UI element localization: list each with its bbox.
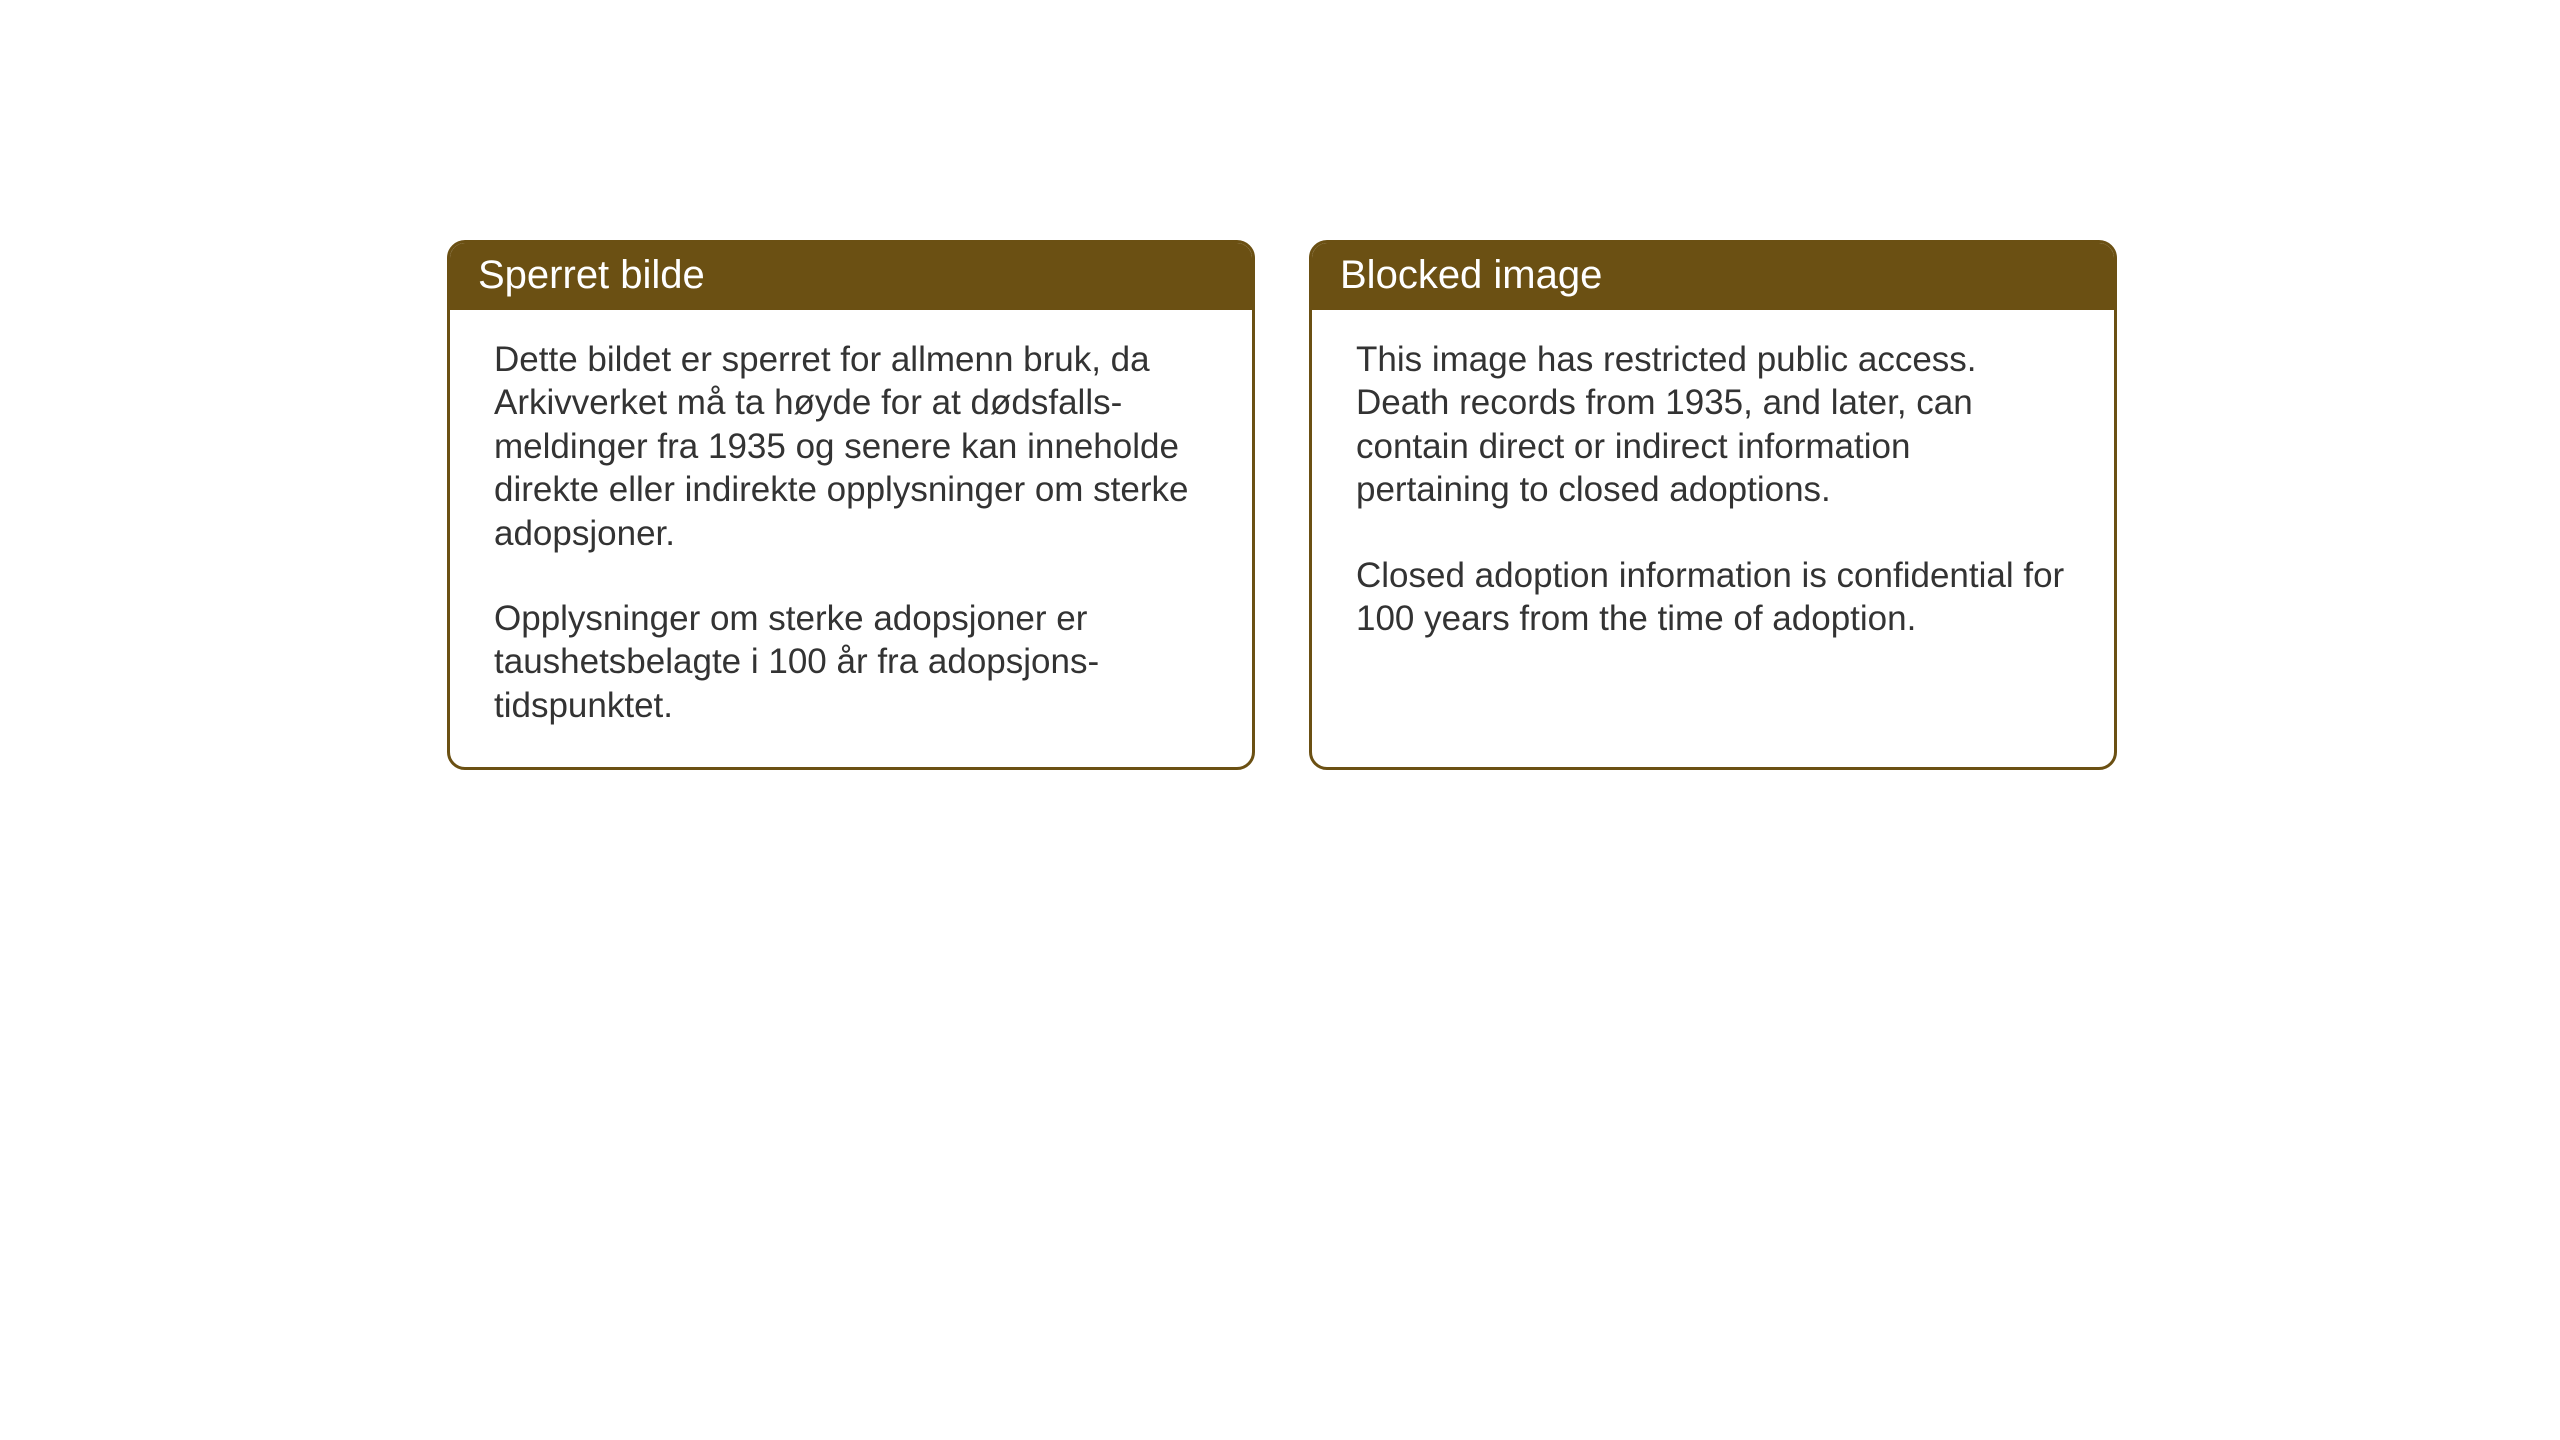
notice-header-norwegian: Sperret bilde <box>450 243 1252 310</box>
notice-body-norwegian: Dette bildet er sperret for allmenn bruk… <box>450 310 1252 767</box>
notice-paragraph: Opplysninger om sterke adopsjoner er tau… <box>494 597 1208 727</box>
notice-body-english: This image has restricted public access.… <box>1312 310 2114 680</box>
notice-paragraph: This image has restricted public access.… <box>1356 338 2070 512</box>
notice-paragraph: Dette bildet er sperret for allmenn bruk… <box>494 338 1208 555</box>
notice-card-english: Blocked image This image has restricted … <box>1309 240 2117 770</box>
notice-container: Sperret bilde Dette bildet er sperret fo… <box>447 240 2117 770</box>
notice-card-norwegian: Sperret bilde Dette bildet er sperret fo… <box>447 240 1255 770</box>
notice-header-english: Blocked image <box>1312 243 2114 310</box>
notice-paragraph: Closed adoption information is confident… <box>1356 554 2070 641</box>
